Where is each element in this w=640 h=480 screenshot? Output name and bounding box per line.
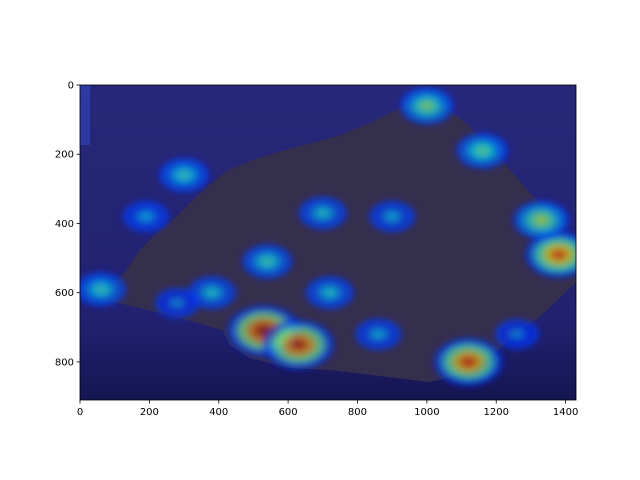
y-tick-label: 400: [55, 219, 74, 230]
rock-shape: [96, 99, 576, 382]
left-edge-glow: [80, 85, 90, 145]
x-axis: 0 200 400 600 800 1000 1200 1400: [77, 400, 578, 418]
x-tick-label: 200: [140, 407, 159, 418]
heat-hotspot: [366, 198, 418, 235]
y-axis: 0 200 400 600 800: [55, 81, 80, 368]
heat-hotspot: [352, 316, 404, 352]
heat-hotspot: [510, 198, 573, 242]
x-tick-label: 1200: [483, 407, 508, 418]
plot-area: [80, 85, 576, 400]
heat-hotspot: [396, 85, 457, 127]
x-tick-label: 400: [209, 407, 228, 418]
y-tick-label: 200: [55, 150, 74, 161]
heat-hotspot: [521, 229, 576, 281]
x-tick-label: 0: [77, 407, 83, 418]
heat-hotspot: [259, 317, 338, 372]
heat-hotspot: [302, 274, 357, 312]
heat-hotspot: [120, 198, 172, 235]
y-tick-label: 0: [68, 81, 74, 92]
heat-hotspot: [430, 335, 507, 389]
x-tick-label: 800: [348, 407, 367, 418]
x-tick-label: 1400: [553, 407, 578, 418]
heat-overlay: [80, 85, 576, 389]
heat-hotspot: [156, 155, 212, 195]
heat-hotspot: [239, 242, 296, 281]
heat-hotspot: [492, 317, 542, 352]
heat-hotspot: [295, 194, 350, 232]
blue-tint: [80, 85, 576, 400]
heat-hotspot: [80, 270, 129, 309]
y-tick-label: 800: [55, 357, 74, 368]
x-tick-label: 1000: [414, 407, 439, 418]
plot-frame: [79, 84, 577, 401]
x-tick-label: 600: [279, 407, 298, 418]
y-tick-label: 600: [55, 288, 74, 299]
heat-hotspot: [453, 130, 512, 171]
heat-hotspot: [152, 286, 202, 320]
